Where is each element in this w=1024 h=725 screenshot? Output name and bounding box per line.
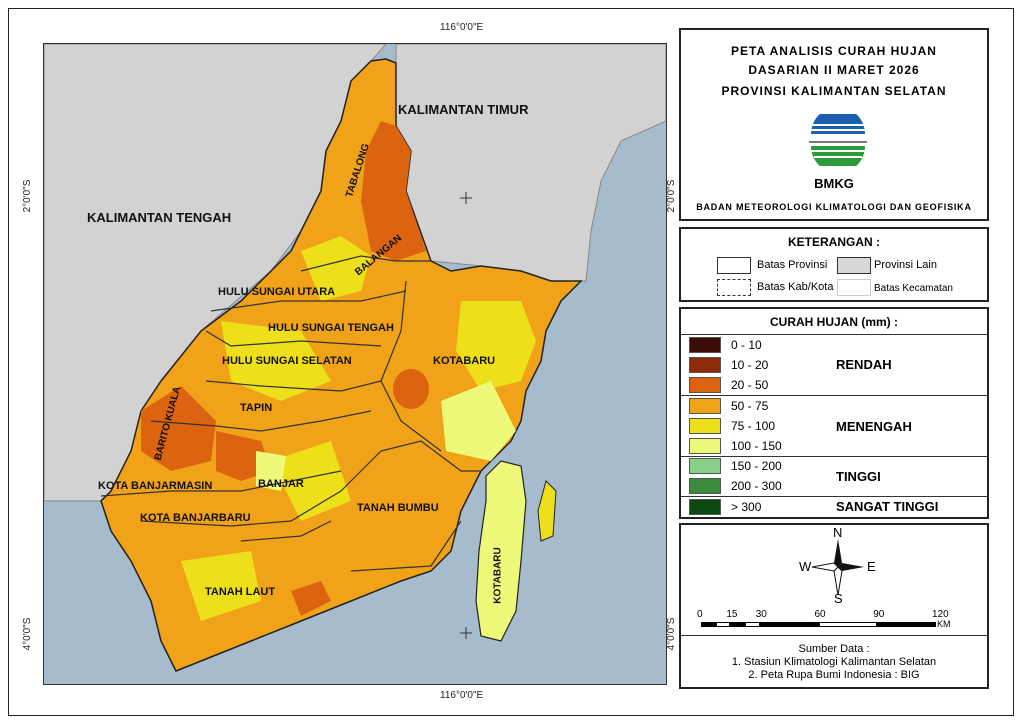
kab-boundaries: [100, 255, 481, 572]
keterangan-box: KETERANGAN : Batas Provinsi Provinsi Lai…: [679, 227, 989, 302]
graticule-crosses: [460, 192, 472, 639]
legend-swatch: [689, 438, 721, 454]
label-banjarbaru: KOTA BANJARBARU: [140, 512, 251, 524]
lon-label-top: 116°0'0"E: [440, 22, 484, 33]
legend-range: 10 - 20: [731, 358, 769, 373]
scale-segment: [877, 622, 936, 627]
legend-divider: [681, 456, 987, 457]
legend-range: 75 - 100: [731, 418, 776, 433]
divider: [681, 635, 987, 636]
compass-n: N: [833, 525, 843, 540]
legend-swatch: [689, 337, 721, 353]
label-kotabaru-island: KOTABARU: [492, 547, 504, 604]
lat-label-right-2: 2°0'0"S: [666, 179, 677, 213]
scale-unit: KM: [937, 619, 951, 629]
legend-range: 20 - 50: [731, 378, 769, 393]
lon-label-bottom: 116°0'0"E: [440, 690, 484, 701]
label-tala: TANAH LAUT: [205, 586, 276, 598]
logo-text: BMKG: [814, 176, 854, 191]
legend-swatch: [689, 478, 721, 495]
scale-segment: [701, 622, 716, 627]
scale-tick: 0: [697, 609, 703, 620]
kalsel-mainland: [100, 58, 583, 672]
scale-tick: 30: [755, 609, 767, 620]
compass-w: W: [799, 559, 812, 574]
label-hsu: HULU SUNGAI UTARA: [218, 286, 336, 298]
swatch-provinsi-lain: [837, 257, 871, 274]
legend-swatch: [689, 417, 721, 434]
keterangan-heading: KETERANGAN :: [788, 235, 880, 249]
label-banjar: BANJAR: [258, 478, 304, 490]
label-batas-provinsi: Batas Provinsi: [757, 259, 828, 271]
title-line3: PROVINSI KALIMANTAN SELATAN: [721, 84, 947, 98]
label-tapin: TAPIN: [240, 402, 273, 414]
lat-label-left-2: 2°0'0"S: [22, 179, 33, 213]
legend-range: 0 - 10: [731, 338, 762, 352]
legend-swatch: [689, 458, 721, 475]
lat-label-right-4: 4°0'0"S: [666, 617, 677, 651]
title-line2: DASARIAN II MARET 2026: [748, 63, 920, 77]
legend-heading: CURAH HUJAN (mm) :: [681, 315, 987, 335]
scale-segment: [759, 622, 819, 627]
class-sangat-tinggi: SANGAT TINGGI: [836, 499, 939, 514]
title-box: PETA ANALISIS CURAH HUJAN DASARIAN II MA…: [679, 28, 989, 221]
curah-hujan-legend: CURAH HUJAN (mm) : RENDAH MENENGAH TINGG…: [679, 307, 989, 519]
swatch-batas-provinsi: [717, 257, 751, 274]
compass-s: S: [834, 591, 843, 606]
source-heading: Sumber Data :: [798, 643, 870, 655]
class-rendah: RENDAH: [836, 357, 892, 372]
legend-swatch: [689, 377, 721, 394]
title-line1: PETA ANALISIS CURAH HUJAN: [731, 44, 937, 58]
legend-swatch: [689, 357, 721, 374]
legend-swatch: [689, 498, 721, 515]
outer-frame: [8, 8, 1014, 716]
label-banjarmasin: KOTA BANJARMASIN: [98, 480, 213, 492]
scale-segment: [818, 622, 878, 627]
swatch-batas-kec: [837, 279, 871, 296]
lat-label-left-4: 4°0'0"S: [22, 617, 33, 651]
source-line1: 1. Stasiun Klimatologi Kalimantan Selata…: [731, 656, 937, 668]
agency-name: BADAN METEOROLOGI KLIMATOLOGI DAN GEOFIS…: [696, 202, 972, 212]
rainfall-map: [43, 43, 667, 685]
label-hst: HULU SUNGAI TENGAH: [268, 322, 394, 334]
label-batas-kab: Batas Kab/Kota: [757, 281, 834, 293]
class-tinggi: TINGGI: [836, 469, 881, 484]
legend-range: 200 - 300: [731, 479, 782, 494]
legend-divider: [681, 395, 987, 396]
bmkg-logo-icon: [809, 114, 867, 166]
scale-tick: 15: [726, 609, 738, 620]
label-kotabaru: KOTABARU: [433, 355, 496, 367]
legend-range: 50 - 75: [731, 398, 769, 413]
scale-segment: [730, 622, 746, 627]
compass-e: E: [867, 559, 876, 574]
scale-segment: [715, 622, 731, 627]
source-block: Sumber Data : 1. Stasiun Klimatologi Kal…: [681, 643, 987, 682]
compass-scale-box: N S W E 0 15 30 60 90 120 KM Sumber Data : 1. …: [679, 523, 989, 689]
swatch-batas-kab: [717, 279, 751, 296]
class-menengah: MENENGAH: [836, 419, 912, 434]
label-provinsi-lain: Provinsi Lain: [874, 259, 937, 271]
compass-rose-icon: [811, 539, 864, 596]
legend-range: 100 - 150: [731, 439, 782, 453]
scale-tick: 120: [932, 609, 949, 620]
label-hss: HULU SUNGAI SELATAN: [222, 355, 352, 367]
legend-range: > 300: [731, 499, 762, 514]
label-batas-kec: Batas Kecamatan: [874, 283, 953, 294]
legend-swatch: [689, 397, 721, 414]
label-tanbu: TANAH BUMBU: [357, 502, 439, 514]
label-kaltim: KALIMANTAN TIMUR: [398, 102, 529, 117]
source-line2: 2. Peta Rupa Bumi Indonesia : BIG: [748, 669, 920, 681]
small-island: [537, 480, 557, 542]
scale-tick: 60: [814, 609, 826, 620]
legend-range: 150 - 200: [731, 459, 782, 474]
scale-tick: 90: [873, 609, 885, 620]
legend-divider: [681, 496, 987, 497]
label-kalteng: KALIMANTAN TENGAH: [87, 210, 232, 225]
pulau-laut: [475, 460, 527, 642]
scale-segment: [745, 622, 760, 627]
